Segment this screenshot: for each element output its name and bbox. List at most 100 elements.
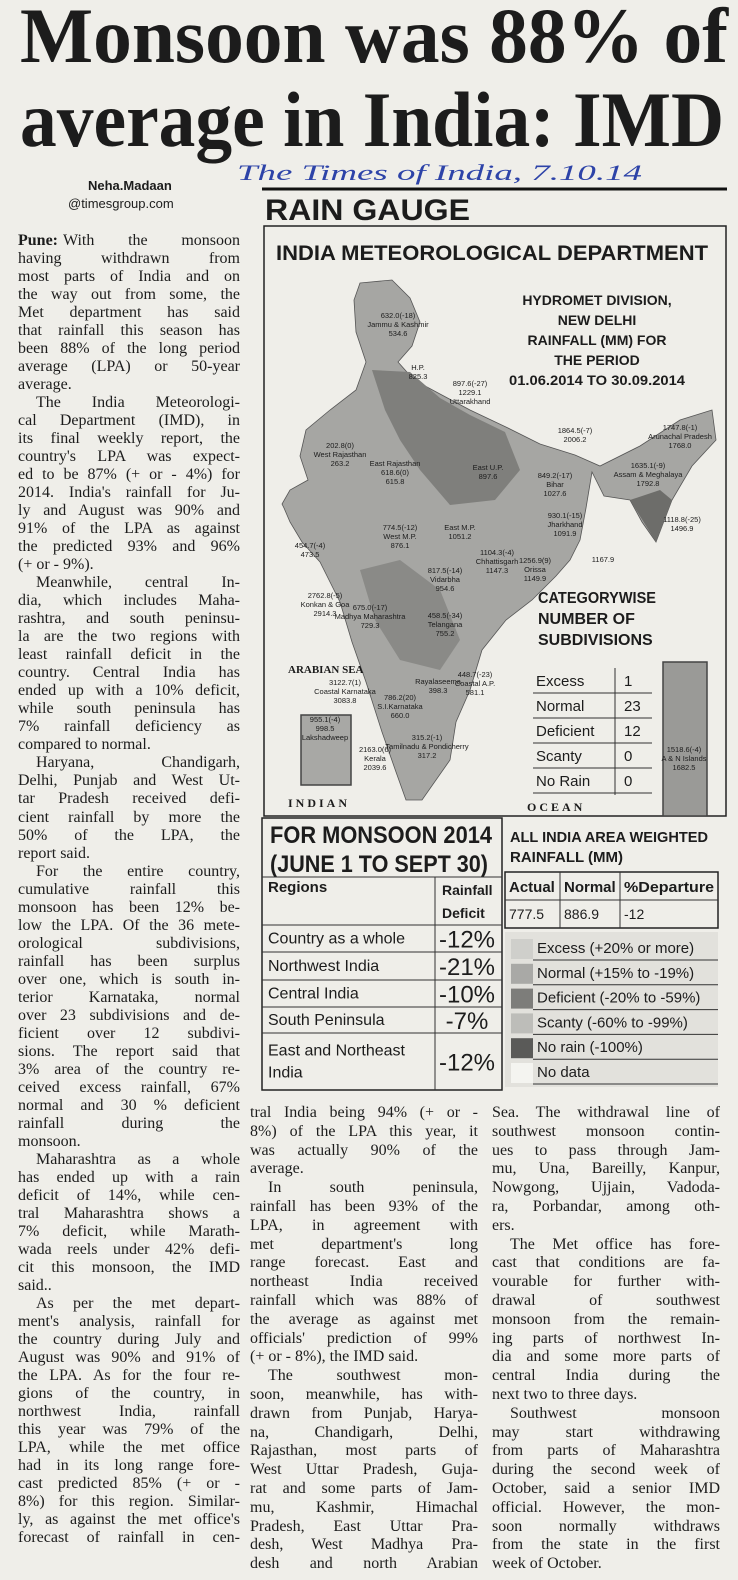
map-label: 1496.9 (671, 524, 694, 533)
legend-swatch (511, 1013, 533, 1034)
article-line: was actually 90% of the (250, 1141, 478, 1159)
article-line: ly, as against the met office's (18, 1511, 240, 1529)
map-label: H.P. (411, 363, 425, 372)
sea-label: INDIAN (288, 796, 350, 810)
map-label: Madhya Maharashtra (335, 612, 407, 621)
article-line: 8%) of the LPA this year, it (250, 1122, 478, 1140)
article-line: official. However, the mon- (492, 1498, 720, 1516)
article-line: monsoon from the remain- (492, 1310, 720, 1328)
article-line: average. (250, 1160, 304, 1178)
article-line: its final weekly report, the (18, 430, 240, 448)
article-line: 7% deficit, while Marath- (18, 1222, 240, 1240)
map-label: 1747.8(-1) (663, 423, 698, 432)
article-line: least rainfall deficit in the (18, 646, 240, 664)
article-line: rainfall during the (18, 1114, 240, 1132)
map-label: 1027.6 (544, 489, 567, 498)
map-label: Tamilnadu & Pondicherry (385, 742, 469, 751)
article-line: ly and August was 90% and (18, 502, 240, 520)
region: India (268, 1065, 303, 1082)
article-line: most parts of India and on (18, 268, 240, 286)
category-count: 0 (624, 748, 632, 765)
article-line: average (LPA) or 50-year (18, 358, 240, 376)
article-line: dia and some more parts of (492, 1348, 720, 1366)
legend-swatch (511, 988, 533, 1009)
map-label: 1792.8 (637, 479, 660, 488)
headline: average in India: IMD (20, 76, 724, 163)
map-label: 998.5 (316, 724, 335, 733)
article-line: terior Karnataka, normal (18, 988, 240, 1006)
table-title: (JUNE 1 TO SEPT 30) (270, 851, 488, 878)
article-line: Haryana, Chandigarh, (36, 754, 240, 772)
article-line: cal Department (IMD), in (18, 412, 240, 430)
region: South Peninsula (268, 1012, 385, 1029)
map-label: Konkan & Goa (301, 600, 351, 609)
map-label: 1104.3(-4) (480, 548, 515, 557)
article-line: southwest monsoon contin- (492, 1122, 720, 1140)
categorywise-title: NUMBER OF (538, 611, 635, 628)
map-label: 849.2(-17) (538, 471, 573, 480)
deficit: -21% (439, 954, 495, 981)
map-label: Kerala (364, 754, 387, 763)
article-line: low the LPA. Of the 36 mete- (18, 916, 240, 934)
category-count: 12 (624, 723, 641, 740)
legend-label: Deficient (-20% to -59%) (537, 990, 700, 1007)
column-header: Actual (509, 879, 555, 896)
map-region (360, 560, 460, 670)
article-line: from parts of Maharashtra (492, 1442, 720, 1460)
column-header: Rainfall (442, 882, 493, 898)
article-column: Sea. The withdrawal line of southwest mon… (492, 1104, 720, 1574)
article-line: October, said a senior IMD (492, 1479, 720, 1497)
article-line: may start withdrawing (492, 1423, 720, 1441)
article-line: LPA, in agreement with (250, 1216, 478, 1234)
category-name: Scanty (536, 748, 582, 765)
article-line: Pune: With the monsoon (18, 232, 240, 250)
map-label: East Rajasthan (370, 459, 421, 468)
map-label: 930.1(-15) (548, 511, 583, 520)
article-line: northwest India, rainfall (18, 1403, 240, 1421)
map-label: East M.P. (444, 523, 476, 532)
article-line: met department's long (250, 1235, 478, 1253)
map-label: 473.5 (301, 550, 320, 559)
map-label: 632.0(-18) (381, 311, 416, 320)
map-label: 786.2(20) (384, 693, 417, 702)
article-line: West Uttar Pradesh, Guja- (250, 1461, 478, 1479)
article-line: central India during the (492, 1367, 720, 1385)
region: East and Northeast (268, 1043, 406, 1060)
article-line: range forecast. East and (250, 1254, 478, 1272)
headline: Monsoon was 88% of (20, 0, 729, 79)
article-line: ues to pass through Jam- (492, 1141, 720, 1159)
india-map (281, 279, 717, 801)
article-line: Rajasthan, most parts of (250, 1442, 478, 1460)
article-line: compared to normal. (18, 736, 151, 754)
article-line: Pradesh, East Uttar Pra- (250, 1517, 478, 1535)
map-label: Telangana (428, 620, 463, 629)
map-label: 954.6 (436, 584, 455, 593)
article-line: In south peninsula, (268, 1179, 478, 1197)
map-label: 1864.5(-7) (558, 426, 593, 435)
box (263, 225, 727, 817)
legend-swatch (511, 1038, 533, 1059)
article-line: the LPA. As for the four re- (18, 1366, 240, 1384)
category-count: 0 (624, 773, 632, 790)
article-line: cient rainfall by more the (18, 808, 240, 826)
map-label: 615.8 (386, 477, 405, 486)
map-label: 817.5(-14) (428, 566, 463, 575)
handwritten-note: The Times of India, 7.10.14 (237, 160, 642, 185)
article-line: having withdrawn from (18, 250, 240, 268)
category-count: 23 (624, 698, 641, 715)
categorywise-title: CATEGORYWISE (538, 590, 656, 607)
article-line: average. (18, 376, 72, 394)
article-line: dia, which includes Maha- (18, 592, 240, 610)
article-line: over 23 subdivisions and de- (18, 1006, 240, 1024)
article-line: over one, which is south in- (18, 970, 240, 988)
map-label: 1118.8(-25) (663, 515, 701, 524)
map-label: Jharkhand (547, 520, 582, 529)
map-label: 1768.0 (669, 441, 692, 450)
article-line: from the state in the first (492, 1536, 720, 1554)
map-label: Lakshadweep (302, 733, 348, 742)
article-line: 3% area of the country re- (18, 1060, 240, 1078)
article-line: soon, meanwhile, has with- (250, 1385, 478, 1403)
article-line: rainfall has been surplus (18, 952, 240, 970)
